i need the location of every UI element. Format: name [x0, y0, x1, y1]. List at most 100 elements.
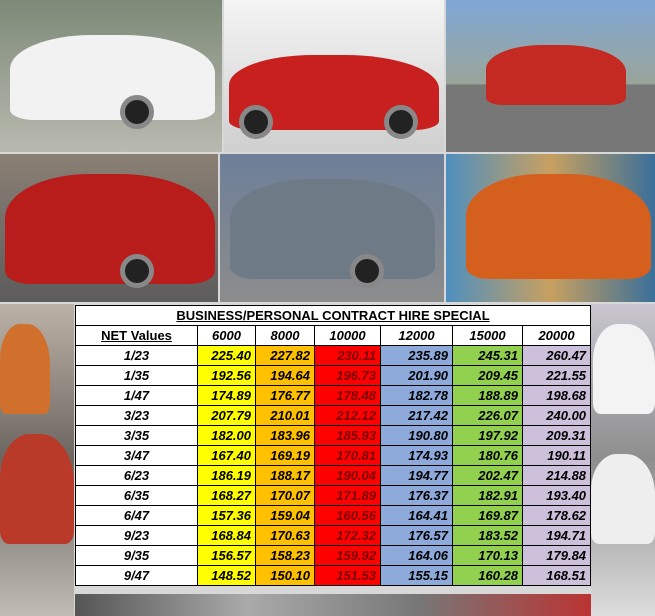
table-body: 1/23 225.40 227.82 230.11 235.89 245.31 260.47…: [75, 345, 592, 586]
photo: [0, 0, 222, 152]
price-cell: 202.47: [452, 465, 523, 486]
price-cell: 260.47: [521, 345, 592, 366]
price-cell: 180.76: [452, 445, 523, 466]
row-label: 9/23: [75, 525, 198, 546]
price-cell: 194.64: [255, 365, 315, 386]
price-cell: 168.27: [197, 485, 256, 506]
price-cell: 245.31: [452, 345, 523, 366]
price-cell: 160.28: [452, 565, 523, 586]
row-label: 1/35: [75, 365, 198, 386]
price-cell: 182.78: [380, 385, 453, 406]
price-cell: 169.87: [452, 505, 523, 526]
row-label: 9/47: [75, 565, 198, 586]
price-cell: 182.91: [452, 485, 523, 506]
price-cell: 151.53: [314, 565, 381, 586]
price-cell: 230.11: [314, 345, 381, 366]
price-cell: 185.93: [314, 425, 381, 446]
table-row: 1/23 225.40 227.82 230.11 235.89 245.31 260.47: [75, 345, 592, 366]
price-cell: 207.79: [197, 405, 256, 426]
price-cell: 179.84: [521, 545, 592, 566]
price-cell: 194.77: [380, 465, 453, 486]
price-cell: 183.52: [452, 525, 523, 546]
price-cell: 221.55: [521, 365, 592, 386]
price-cell: 196.73: [314, 365, 381, 386]
price-cell: 212.12: [314, 405, 381, 426]
price-cell: 226.07: [452, 405, 523, 426]
table-row: 6/47 157.36 159.04 160.56 164.41 169.87 178.62: [75, 505, 592, 526]
price-cell: 172.32: [314, 525, 381, 546]
price-cell: 225.40: [197, 345, 256, 366]
header-cell: 20000: [521, 325, 592, 346]
price-cell: 148.52: [197, 565, 256, 586]
price-cell: 159.92: [314, 545, 381, 566]
photo: [75, 594, 591, 616]
price-cell: 217.42: [380, 405, 453, 426]
table-row: 3/47 167.40 169.19 170.81 174.93 180.76 190.11: [75, 445, 592, 466]
price-cell: 156.57: [197, 545, 256, 566]
header-cell: NET Values: [75, 325, 198, 346]
row-label: 9/35: [75, 545, 198, 566]
row-label: 6/35: [75, 485, 198, 506]
price-cell: 159.04: [255, 505, 315, 526]
price-cell: 167.40: [197, 445, 256, 466]
price-cell: 198.68: [521, 385, 592, 406]
price-cell: 169.19: [255, 445, 315, 466]
row-label: 1/47: [75, 385, 198, 406]
price-cell: 170.07: [255, 485, 315, 506]
table-row: 3/23 207.79 210.01 212.12 217.42 226.07 240.00: [75, 405, 592, 426]
row-label: 6/23: [75, 465, 198, 486]
table-row: 9/23 168.84 170.63 172.32 176.57 183.52 194.71: [75, 525, 592, 546]
price-cell: 174.93: [380, 445, 453, 466]
row-label: 6/47: [75, 505, 198, 526]
price-cell: 157.36: [197, 505, 256, 526]
price-cell: 174.89: [197, 385, 256, 406]
price-cell: 176.77: [255, 385, 315, 406]
table-row: 1/35 192.56 194.64 196.73 201.90 209.45 221.55: [75, 365, 592, 386]
photo: [0, 304, 74, 616]
table-row: 6/35 168.27 170.07 171.89 176.37 182.91 193.40: [75, 485, 592, 506]
price-cell: 168.84: [197, 525, 256, 546]
price-cell: 188.17: [255, 465, 315, 486]
price-cell: 209.31: [521, 425, 592, 446]
price-cell: 193.40: [521, 485, 592, 506]
price-cell: 170.81: [314, 445, 381, 466]
price-cell: 188.89: [452, 385, 523, 406]
row-label: 3/35: [75, 425, 198, 446]
price-cell: 182.00: [197, 425, 256, 446]
price-cell: 155.15: [380, 565, 453, 586]
header-cell: 10000: [314, 325, 381, 346]
price-cell: 214.88: [521, 465, 592, 486]
price-cell: 210.01: [255, 405, 315, 426]
header-row: NET Values 6000 8000 10000 12000 15000 20000: [75, 325, 592, 346]
price-cell: 190.04: [314, 465, 381, 486]
photo: [224, 0, 444, 152]
price-cell: 178.62: [521, 505, 592, 526]
header-cell: 6000: [197, 325, 256, 346]
header-cell: 15000: [452, 325, 523, 346]
price-cell: 192.56: [197, 365, 256, 386]
price-cell: 160.56: [314, 505, 381, 526]
table-row: 9/47 148.52 150.10 151.53 155.15 160.28 168.51: [75, 565, 592, 586]
price-cell: 227.82: [255, 345, 315, 366]
price-table: BUSINESS/PERSONAL CONTRACT HIRE SPECIAL …: [74, 305, 592, 586]
table-row: 9/35 156.57 158.23 159.92 164.06 170.13 179.84: [75, 545, 592, 566]
price-cell: 176.37: [380, 485, 453, 506]
table-row: 1/47 174.89 176.77 178.48 182.78 188.89 198.68: [75, 385, 592, 406]
header-cell: 8000: [255, 325, 315, 346]
price-cell: 150.10: [255, 565, 315, 586]
row-label: 3/47: [75, 445, 198, 466]
row-label: 3/23: [75, 405, 198, 426]
photo: [0, 154, 218, 302]
price-cell: 201.90: [380, 365, 453, 386]
price-cell: 240.00: [521, 405, 592, 426]
table-row: 3/35 182.00 183.96 185.93 190.80 197.92 209.31: [75, 425, 592, 446]
photo: [591, 304, 655, 616]
price-cell: 164.41: [380, 505, 453, 526]
price-cell: 183.96: [255, 425, 315, 446]
price-cell: 168.51: [521, 565, 592, 586]
price-cell: 164.06: [380, 545, 453, 566]
photo: [446, 154, 655, 302]
header-cell: 12000: [380, 325, 453, 346]
photo: [220, 154, 444, 302]
